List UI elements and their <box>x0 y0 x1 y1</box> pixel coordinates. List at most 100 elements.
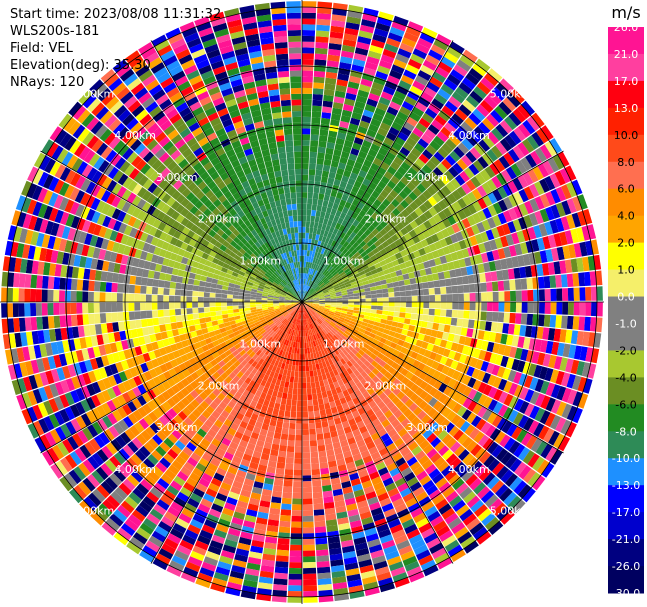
velocity-gate <box>494 332 502 344</box>
velocity-gate <box>278 385 284 393</box>
velocity-gate <box>363 284 370 289</box>
velocity-gate <box>544 302 551 314</box>
velocity-gate <box>448 474 461 486</box>
velocity-gate <box>322 277 328 283</box>
velocity-gate <box>317 222 323 230</box>
velocity-gate <box>561 372 571 387</box>
velocity-gate <box>402 254 410 263</box>
velocity-gate <box>329 338 335 344</box>
velocity-gate <box>346 288 353 293</box>
velocity-gate <box>515 290 522 302</box>
velocity-gate <box>163 288 170 295</box>
velocity-gate <box>417 37 433 49</box>
velocity-gate <box>352 290 360 294</box>
velocity-gate <box>380 472 392 482</box>
velocity-gate <box>316 13 331 20</box>
velocity-gate <box>473 273 481 284</box>
velocity-gate <box>313 314 319 320</box>
velocity-gate <box>398 545 413 556</box>
velocity-gate <box>347 81 360 90</box>
velocity-gate <box>332 2 348 11</box>
velocity-gate <box>316 204 322 212</box>
velocity-gate <box>367 224 376 233</box>
velocity-gate <box>486 131 500 145</box>
velocity-gate <box>209 292 216 298</box>
velocity-gate <box>330 296 337 299</box>
velocity-gate <box>409 277 417 285</box>
velocity-gate <box>442 375 452 386</box>
velocity-gate <box>364 460 375 470</box>
velocity-gate <box>386 358 395 367</box>
velocity-gate <box>428 397 438 408</box>
velocity-gate <box>486 282 493 292</box>
velocity-gate <box>511 358 520 371</box>
velocity-gate <box>547 328 556 341</box>
velocity-gate <box>411 295 418 302</box>
velocity-gate <box>460 229 470 240</box>
velocity-gate <box>6 303 14 318</box>
velocity-gate <box>302 458 311 464</box>
velocity-gate <box>330 246 337 254</box>
velocity-gate <box>289 376 295 383</box>
velocity-gate <box>82 279 89 291</box>
velocity-gate <box>420 356 429 365</box>
velocity-gate <box>465 179 477 191</box>
velocity-gate <box>450 277 458 286</box>
velocity-gate <box>325 77 337 85</box>
velocity-gate <box>454 526 469 540</box>
velocity-gate <box>325 347 331 354</box>
velocity-gate <box>303 562 316 569</box>
velocity-gate <box>482 117 495 131</box>
velocity-gate <box>332 283 339 288</box>
velocity-gate <box>199 317 206 324</box>
velocity-gate <box>302 203 307 210</box>
velocity-gate <box>339 212 347 220</box>
velocity-gate <box>404 95 417 107</box>
velocity-gate <box>315 537 328 545</box>
velocity-gate <box>432 472 444 484</box>
velocity-gate <box>359 120 370 129</box>
velocity-gate <box>338 281 345 286</box>
velocity-gate <box>322 200 329 207</box>
velocity-gate <box>412 406 423 417</box>
velocity-gate <box>464 237 473 248</box>
velocity-gate <box>204 316 212 323</box>
velocity-gate <box>389 492 402 503</box>
velocity-gate <box>566 273 574 287</box>
velocity-gate <box>502 183 513 197</box>
velocity-gate <box>499 487 513 502</box>
velocity-gate <box>404 195 414 205</box>
velocity-gate <box>370 309 377 314</box>
velocity-gate <box>312 198 318 205</box>
velocity-gate <box>535 393 546 407</box>
velocity-gate <box>312 491 323 499</box>
velocity-gate <box>422 365 431 374</box>
velocity-gate <box>498 378 508 391</box>
velocity-gate <box>508 440 521 455</box>
velocity-gate <box>348 75 361 84</box>
velocity-gate <box>458 302 464 310</box>
velocity-gate <box>409 85 423 96</box>
velocity-gate <box>304 291 307 297</box>
velocity-gate <box>491 227 500 239</box>
velocity-gate <box>400 296 407 302</box>
velocity-gate <box>309 434 317 441</box>
velocity-gate <box>302 70 314 77</box>
velocity-gate <box>373 481 385 491</box>
velocity-gate <box>347 387 355 395</box>
velocity-gate <box>276 391 283 399</box>
velocity-gate <box>88 280 95 292</box>
velocity-gate <box>304 336 307 343</box>
velocity-gate <box>482 384 493 396</box>
velocity-gate <box>503 312 510 323</box>
velocity-gate <box>392 316 400 322</box>
velocity-gate <box>374 207 383 216</box>
velocity-gate <box>134 285 141 294</box>
velocity-gate <box>405 223 414 233</box>
velocity-gate <box>299 354 302 360</box>
velocity-gate <box>593 332 602 348</box>
velocity-gate <box>407 58 422 70</box>
velocity-gate <box>369 44 384 54</box>
velocity-gate <box>350 267 357 273</box>
velocity-gate <box>305 312 309 319</box>
